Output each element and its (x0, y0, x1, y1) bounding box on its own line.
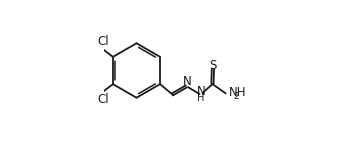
Text: N: N (196, 85, 205, 98)
Text: N: N (183, 75, 191, 88)
Text: Cl: Cl (97, 35, 109, 48)
Text: Cl: Cl (97, 93, 109, 106)
Text: H: H (197, 92, 205, 103)
Text: 2: 2 (234, 92, 239, 101)
Text: S: S (209, 60, 217, 72)
Text: NH: NH (229, 86, 247, 99)
